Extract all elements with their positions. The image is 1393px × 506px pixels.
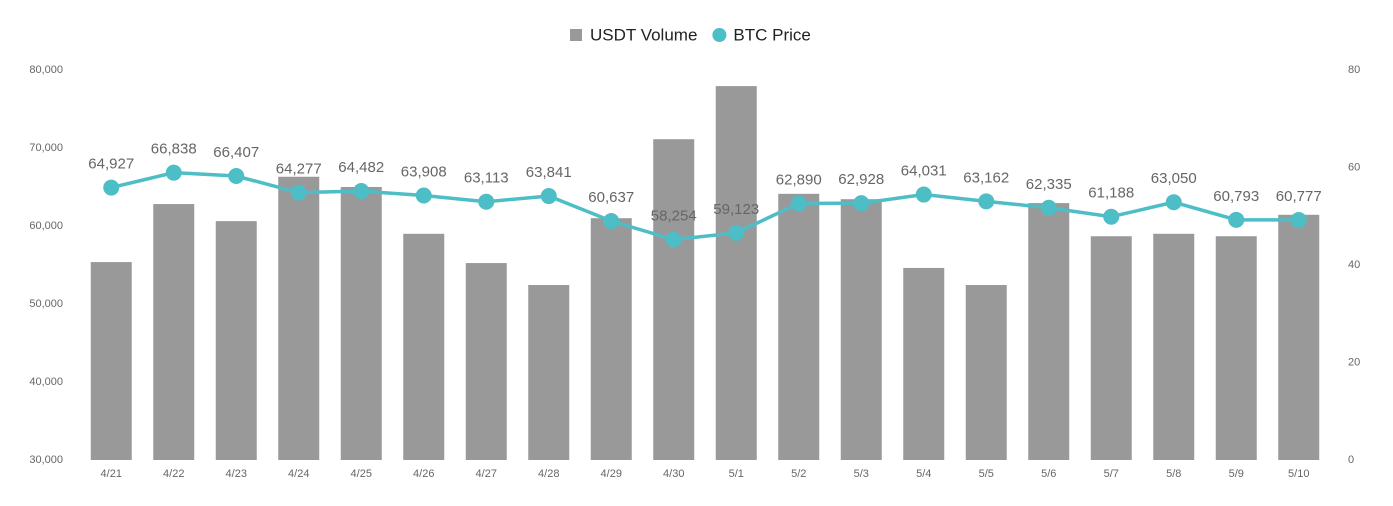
x-tick-label: 4/22 <box>163 468 184 480</box>
x-tick-label: 4/25 <box>351 468 372 480</box>
point <box>1040 199 1057 216</box>
y-tick-label: 40,000 <box>29 376 63 388</box>
value-label: 60,777 <box>1276 188 1322 205</box>
bar <box>528 284 570 460</box>
value-label: 62,335 <box>1026 176 1072 193</box>
x-tick-label: 4/24 <box>288 468 309 480</box>
x-tick-label: 5/1 <box>729 468 744 480</box>
point <box>1290 211 1307 228</box>
value-label: 64,031 <box>901 163 947 180</box>
bar <box>1153 233 1195 460</box>
point <box>165 164 182 181</box>
value-label: 63,162 <box>963 169 1009 186</box>
point <box>1228 211 1245 228</box>
bar <box>715 86 757 461</box>
bar <box>778 193 820 460</box>
value-label: 63,841 <box>526 164 572 181</box>
value-label: 63,050 <box>1151 170 1197 187</box>
value-label: 62,890 <box>776 171 822 188</box>
value-label: 61,188 <box>1088 185 1134 202</box>
x-tick-label: 5/4 <box>916 468 931 480</box>
value-label: 62,928 <box>838 171 884 188</box>
bar <box>653 139 695 460</box>
point <box>915 186 932 203</box>
value-label: 58,254 <box>651 208 697 225</box>
bar <box>1278 214 1320 460</box>
x-tick-label: 4/28 <box>538 468 559 480</box>
y2-tick-label: 80 <box>1348 64 1360 76</box>
legend-swatch <box>570 29 582 41</box>
value-label: 64,482 <box>338 159 384 176</box>
value-label: 60,793 <box>1213 188 1259 205</box>
y2-tick-label: 20 <box>1348 356 1360 368</box>
point <box>853 195 870 212</box>
x-tick-label: 5/7 <box>1104 468 1119 480</box>
value-label: 66,838 <box>151 141 197 158</box>
x-tick-label: 4/30 <box>663 468 684 480</box>
y-tick-label: 80,000 <box>29 64 63 76</box>
bar <box>403 233 445 460</box>
y2-tick-label: 0 <box>1348 454 1354 466</box>
y-tick-label: 60,000 <box>29 220 63 232</box>
x-tick-label: 5/9 <box>1229 468 1244 480</box>
x-tick-label: 5/2 <box>791 468 806 480</box>
x-tick-label: 4/23 <box>226 468 247 480</box>
x-tick-label: 4/29 <box>601 468 622 480</box>
bar <box>590 218 632 460</box>
point <box>978 193 995 210</box>
bar <box>840 199 882 460</box>
bar <box>903 267 945 460</box>
bar <box>215 221 257 460</box>
bar <box>465 263 507 460</box>
point <box>353 183 370 200</box>
bar <box>153 204 195 460</box>
value-label: 64,927 <box>88 156 134 173</box>
legend-swatch <box>712 28 727 42</box>
bar <box>90 262 132 460</box>
x-tick-label: 5/8 <box>1166 468 1181 480</box>
point <box>790 195 807 212</box>
value-label: 66,407 <box>213 144 259 161</box>
value-label: 59,123 <box>713 201 759 218</box>
value-label: 60,637 <box>588 189 634 206</box>
bar <box>278 176 320 460</box>
point <box>540 188 557 205</box>
legend-label: USDT Volume <box>590 25 697 44</box>
legend-label: BTC Price <box>733 25 810 44</box>
x-tick-label: 5/3 <box>854 468 869 480</box>
value-label: 63,113 <box>464 170 509 187</box>
bar <box>965 284 1007 460</box>
y2-tick-label: 40 <box>1348 259 1360 271</box>
bar <box>340 187 382 460</box>
bar <box>1215 236 1257 460</box>
point <box>728 224 745 241</box>
point <box>290 184 307 201</box>
point <box>1103 208 1120 225</box>
x-tick-label: 5/6 <box>1041 468 1056 480</box>
point <box>665 231 682 248</box>
bar <box>1090 236 1132 460</box>
point <box>228 168 245 185</box>
line <box>110 170 1299 242</box>
x-tick-label: 4/27 <box>476 468 497 480</box>
point <box>603 213 620 230</box>
x-tick-label: 4/26 <box>413 468 434 480</box>
y-tick-label: 30,000 <box>29 454 63 466</box>
x-tick-label: 5/5 <box>979 468 994 480</box>
y-tick-label: 70,000 <box>29 142 63 154</box>
point <box>415 187 432 204</box>
y-tick-label: 50,000 <box>29 298 63 310</box>
point <box>103 179 120 196</box>
y2-tick-label: 60 <box>1348 161 1360 173</box>
value-label: 64,277 <box>276 161 322 178</box>
value-label: 63,908 <box>401 163 447 180</box>
point <box>1165 194 1182 211</box>
point <box>478 193 495 210</box>
bar <box>1028 203 1070 460</box>
x-tick-label: 4/21 <box>101 468 122 480</box>
x-tick-label: 5/10 <box>1288 468 1309 480</box>
